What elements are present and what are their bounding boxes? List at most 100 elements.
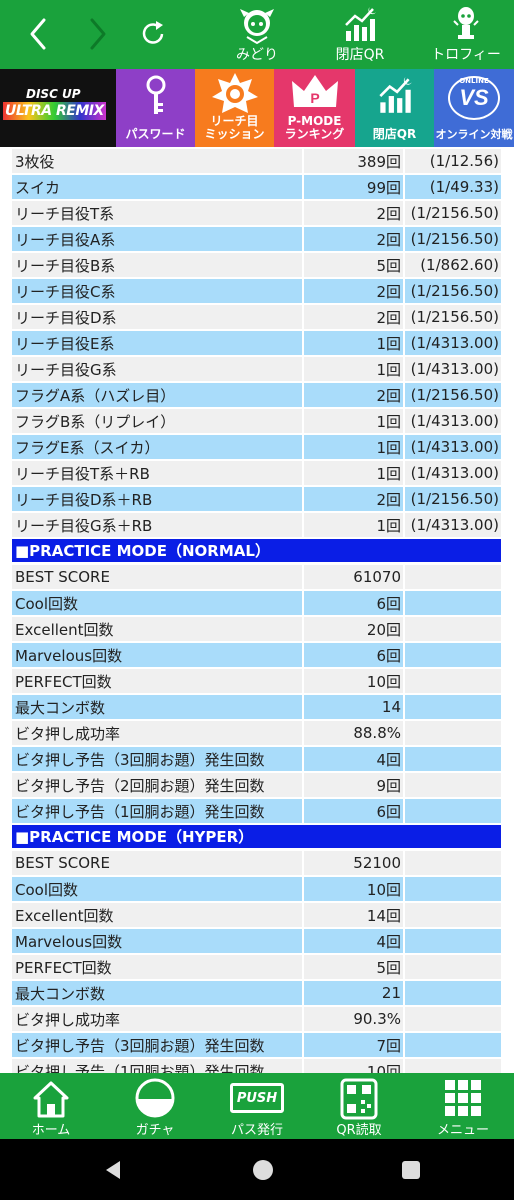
column-divider — [403, 773, 405, 797]
stat-label: ビタ押し予告（2回胴お題）発生回数 — [15, 776, 265, 795]
midori-button[interactable]: みどり — [222, 0, 292, 69]
practice-normal-row: PERFECT回数 10回 — [12, 669, 501, 693]
stat-label: 最大コンボ数 — [15, 984, 106, 1003]
role-count: 5回 — [376, 256, 401, 275]
disc-up-logo[interactable]: DISC UP ULTRA REMIX — [0, 69, 116, 147]
role-count: 2回 — [376, 230, 401, 249]
role-name: フラグA系（ハズレ目） — [15, 386, 176, 405]
menu-button[interactable]: メニュー — [426, 1073, 500, 1139]
pass-issue-button[interactable]: PUSH パス発行 — [220, 1073, 294, 1139]
flag-stat-row: リーチ目役E系 1回 (1/4313.00) — [12, 331, 501, 355]
role-count: 99回 — [366, 178, 401, 197]
stat-label: Cool回数 — [15, 880, 78, 899]
forward-button[interactable] — [80, 0, 114, 69]
role-count: 389回 — [357, 152, 401, 171]
column-divider — [403, 721, 405, 745]
back-button[interactable] — [22, 0, 56, 69]
column-divider — [403, 1033, 405, 1057]
stat-value: 9回 — [376, 776, 401, 795]
column-divider — [403, 1059, 405, 1073]
stat-value: 10回 — [366, 1062, 401, 1074]
column-divider — [403, 175, 405, 199]
role-probability: (1/4313.00) — [410, 334, 499, 352]
column-divider — [302, 383, 304, 407]
role-name: リーチ目役D系＋RB — [15, 490, 153, 509]
pmode-ranking-button[interactable]: P P-MODE ランキング — [274, 69, 355, 147]
column-divider — [302, 253, 304, 277]
stat-value: 6回 — [376, 802, 401, 821]
role-name: 3枚役 — [15, 152, 55, 171]
stat-label: ビタ押し成功率 — [15, 724, 121, 743]
column-divider — [403, 279, 405, 303]
role-probability: (1/4313.00) — [410, 516, 499, 534]
role-name: リーチ目役E系 — [15, 334, 115, 353]
role-name: リーチ目役G系 — [15, 360, 117, 379]
practice-normal-row: Excellent回数 20回 — [12, 617, 501, 641]
role-count: 2回 — [376, 386, 401, 405]
system-home-icon[interactable] — [252, 1159, 274, 1181]
password-button[interactable]: パスワード — [116, 69, 195, 147]
role-probability: (1/2156.50) — [410, 308, 499, 326]
online-badge-text: ONLINE — [459, 77, 489, 85]
system-back-icon[interactable] — [102, 1159, 124, 1181]
column-divider — [403, 695, 405, 719]
system-navigation-bar — [0, 1139, 514, 1200]
role-probability: (1/2156.50) — [410, 490, 499, 508]
crown-icon: P — [291, 75, 338, 107]
column-divider — [302, 1007, 304, 1031]
stat-label: BEST SCORE — [15, 854, 110, 872]
home-button[interactable]: ホーム — [14, 1073, 88, 1139]
role-probability: (1/4313.00) — [410, 412, 499, 430]
chart-up-icon — [345, 7, 376, 41]
gacha-capsule-icon — [135, 1078, 175, 1118]
role-name: フラグE系（スイカ） — [15, 438, 160, 457]
key-icon — [146, 75, 165, 114]
flag-stat-row: リーチ目役T系 2回 (1/2156.50) — [12, 201, 501, 225]
column-divider — [302, 669, 304, 693]
column-divider — [403, 643, 405, 667]
practice-normal-row: Marvelous回数 6回 — [12, 643, 501, 667]
gacha-button[interactable]: ガチャ — [118, 1073, 192, 1139]
flag-stat-row: フラグB系（リプレイ） 1回 (1/4313.00) — [12, 409, 501, 433]
stat-label: ビタ押し予告（1回胴お題）発生回数 — [15, 802, 265, 821]
closing-qr-menu-button[interactable]: 閉店QR — [355, 69, 434, 147]
home-label: ホーム — [31, 1123, 71, 1138]
push-icon: PUSH — [230, 1083, 284, 1113]
reach-mission-label-1: リーチ目 — [210, 114, 259, 128]
role-probability: (1/4313.00) — [410, 438, 499, 456]
column-divider — [403, 201, 405, 225]
column-divider — [302, 747, 304, 771]
stat-label: Excellent回数 — [15, 906, 114, 925]
practice-normal-row: ビタ押し予告（1回胴お題）発生回数 6回 — [12, 799, 501, 823]
closing-qr-top-button[interactable]: 閉店QR — [325, 0, 395, 69]
column-divider — [302, 799, 304, 823]
practice-hyper-row: ビタ押し予告（3回胴お題）発生回数 7回 — [12, 1033, 501, 1057]
reach-mission-label-2: ミッション — [204, 127, 265, 141]
stat-label: ビタ押し成功率 — [15, 1010, 121, 1029]
flag-stat-row: 3枚役 389回 (1/12.56) — [12, 149, 501, 173]
stat-value: 61070 — [353, 568, 401, 586]
role-name: リーチ目役T系＋RB — [15, 464, 150, 483]
stat-value: 6回 — [376, 646, 401, 665]
reach-mission-button[interactable]: リーチ目 ミッション — [195, 69, 274, 147]
stat-label: ビタ押し予告（3回胴お題）発生回数 — [15, 750, 265, 769]
role-count: 2回 — [376, 490, 401, 509]
column-divider — [302, 929, 304, 953]
role-name: リーチ目役G系＋RB — [15, 516, 153, 535]
column-divider — [403, 981, 405, 1005]
practice-hyper-row: Excellent回数 14回 — [12, 903, 501, 927]
column-divider — [403, 929, 405, 953]
online-battle-button[interactable]: VS ONLINE オンライン対戦 — [434, 69, 514, 147]
role-name: フラグB系（リプレイ） — [15, 412, 176, 431]
qr-scan-button[interactable]: QR読取 — [322, 1073, 396, 1139]
grid-menu-icon — [445, 1080, 481, 1116]
system-recents-icon[interactable] — [400, 1159, 422, 1181]
role-probability: (1/2156.50) — [410, 282, 499, 300]
trophy-button[interactable]: トロフィー — [426, 0, 506, 69]
reload-button[interactable] — [136, 0, 172, 69]
practice-normal-row: BEST SCORE 61070 — [12, 565, 501, 589]
column-divider — [403, 253, 405, 277]
stat-label: PERFECT回数 — [15, 672, 112, 691]
column-divider — [302, 721, 304, 745]
column-divider — [403, 149, 405, 173]
